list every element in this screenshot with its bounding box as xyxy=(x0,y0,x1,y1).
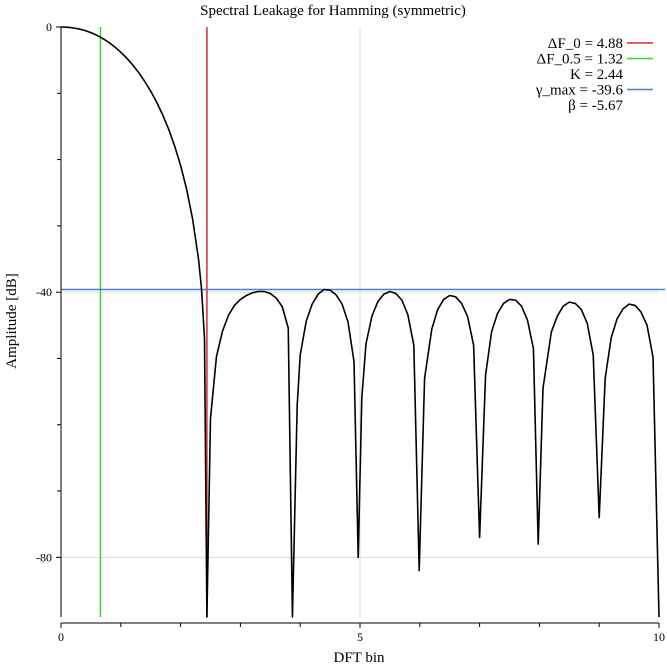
grid-layer xyxy=(61,27,659,617)
legend-entry-label: ΔF_0 = 4.88 xyxy=(548,36,623,52)
legend-entry-label: K = 2.44 xyxy=(570,67,624,83)
x-tick-label: 5 xyxy=(357,630,363,644)
leakage-curve xyxy=(60,26,660,618)
axes-layer: 0 -40 -80 0 5 10 xyxy=(36,20,665,644)
y-tick-label: -80 xyxy=(36,550,52,564)
x-tick-label: 0 xyxy=(58,630,64,644)
y-axis-label: Amplitude [dB] xyxy=(4,273,20,368)
y-tick-label: 0 xyxy=(46,20,52,34)
legend-entry-label: ΔF_0.5 = 1.32 xyxy=(537,52,623,68)
x-axis-label: DFT bin xyxy=(334,650,385,666)
y-tick-label: -40 xyxy=(36,285,52,299)
chart-title: Spectral Leakage for Hamming (symmetric) xyxy=(200,3,466,19)
legend-entry-label: β = -5.67 xyxy=(568,98,623,114)
legend-entry-label: γ_max = -39.6 xyxy=(535,83,624,99)
series-layer xyxy=(60,26,660,618)
x-tick-label: 10 xyxy=(653,630,665,644)
marker-layer xyxy=(61,27,665,617)
